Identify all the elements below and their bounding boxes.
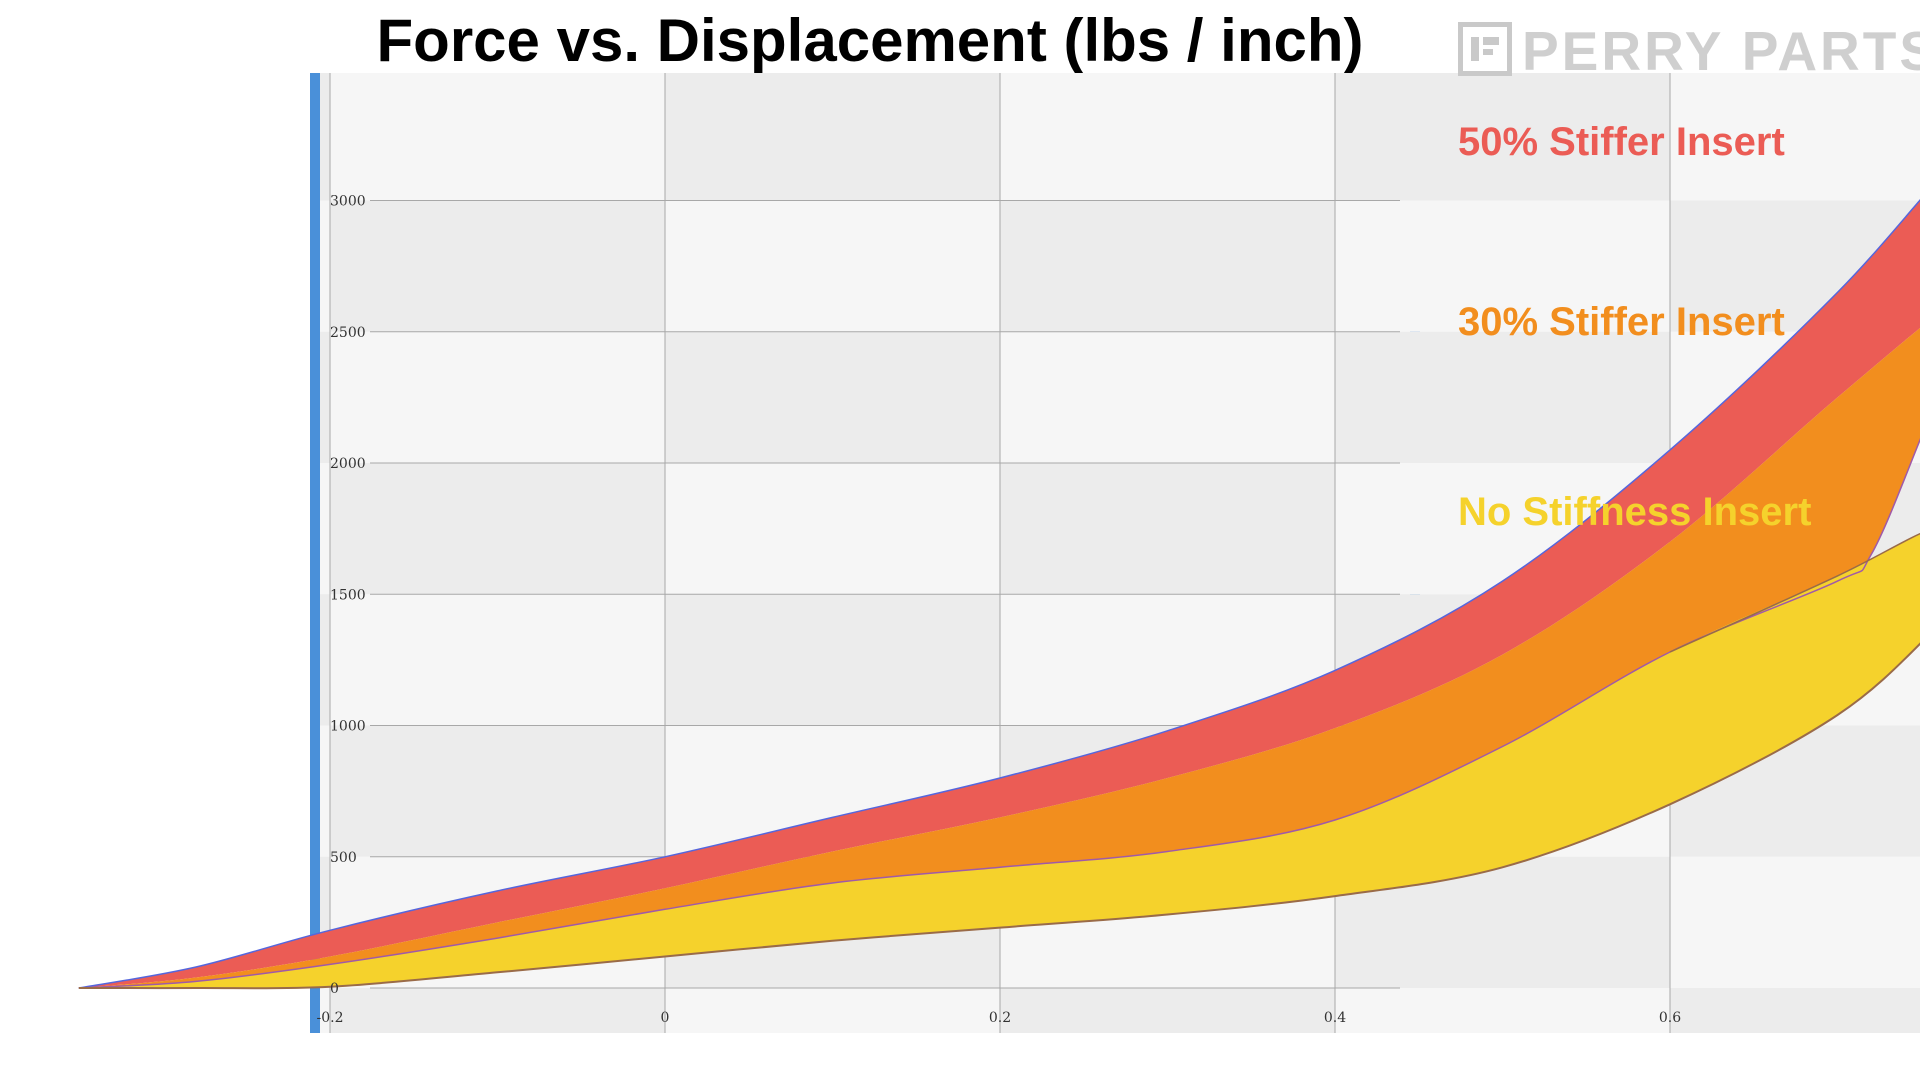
grid-cell [1335, 200, 1670, 332]
grid-cell [1670, 73, 1920, 201]
grid-cell [1670, 856, 1920, 988]
grid-cell [665, 200, 1000, 332]
y-tick-label: 2500 [330, 325, 366, 341]
y-tick-label: 1000 [330, 719, 366, 735]
x-tick-label: 0.6 [1659, 1010, 1681, 1026]
grid-cell [320, 988, 330, 1033]
series-area-0 [78, 200, 1920, 988]
y-tick-label: 0 [330, 981, 339, 997]
x-axis-ticks: -0.200.20.40.60.8 [317, 1010, 1682, 1026]
grid-cell [1335, 988, 1670, 1033]
grid-cell [320, 200, 330, 332]
grid-cell [320, 463, 330, 595]
x-tick-label: -0.2 [317, 1010, 344, 1026]
grid-cell [320, 856, 330, 988]
grid-cell [1670, 988, 1920, 1033]
y-tick-label: 3000 [330, 194, 366, 210]
x-tick-label: 0 [661, 1010, 670, 1026]
grid-cell [1000, 331, 1335, 463]
grid-cell [330, 988, 665, 1033]
series-2-upper-outline [1669, 532, 1920, 653]
grid-cell [330, 200, 665, 332]
series-area-1 [78, 328, 1920, 988]
series-area-2 [78, 533, 1920, 989]
legend-label-30-stiffer: 30% Stiffer Insert [1458, 300, 1785, 344]
grid-cell [665, 331, 1000, 463]
grid-cell [1000, 463, 1335, 595]
y-tick-label: 2000 [330, 456, 366, 472]
grid-cell [320, 725, 330, 857]
series-0-upper-outline [78, 198, 1920, 989]
y-tick-label: 1500 [330, 587, 366, 603]
grid-cell [320, 73, 330, 201]
y-tick-label: 500 [330, 850, 357, 866]
grid-cell [320, 331, 330, 463]
series-1-lower-outline [78, 438, 1920, 989]
chart-title: Force vs. Displacement (lbs / inch) [376, 7, 1364, 74]
logo-text: PERRY PARTS [1522, 20, 1920, 82]
grid-cell [1000, 988, 1335, 1033]
grid-cell [330, 331, 665, 463]
grid-cell [1335, 73, 1670, 201]
legend-label-50-stiffer: 50% Stiffer Insert [1458, 120, 1785, 164]
chart-frame-left-bar [310, 73, 320, 1033]
x-tick-label: 0.2 [989, 1010, 1011, 1026]
grid-cell [330, 725, 665, 857]
grid-cell [665, 463, 1000, 595]
series-2-lower-outline [78, 642, 1920, 990]
series-areas [78, 200, 1920, 989]
grid-cell [330, 73, 665, 201]
grid-cell [665, 594, 1000, 726]
grid-cell [1335, 331, 1670, 463]
grid-cell [1000, 200, 1335, 332]
x-tick-label: 0.4 [1324, 1010, 1346, 1026]
grid-cell [330, 594, 665, 726]
y-axis-ticks: 0 500 1000 1500 2000 2500 3000 [330, 194, 366, 998]
grid-cell [320, 594, 330, 726]
grid-cell [665, 988, 1000, 1033]
series-outlines [78, 198, 1920, 990]
grid-cell [665, 73, 1000, 201]
perry-parts-logo-icon [1458, 22, 1512, 76]
grid-cell [330, 463, 665, 595]
grid-cell [1000, 73, 1335, 201]
legend-label-no-stiffness: No Stiffness Insert [1458, 490, 1812, 534]
brand-logo: PERRY PARTS [1458, 20, 1920, 84]
